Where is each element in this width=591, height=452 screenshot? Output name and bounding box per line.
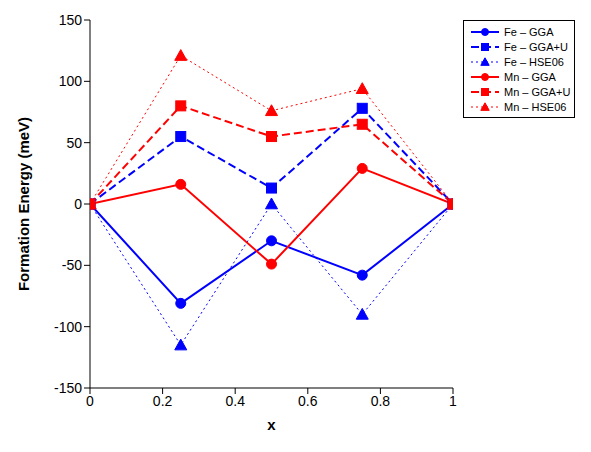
svg-text:0.2: 0.2: [153, 393, 173, 409]
svg-text:100: 100: [59, 73, 83, 89]
html-text:Fe – GGA+U: Fe – GGA+U: [504, 40, 568, 53]
html-text:Mn – GGA+U: Mn – GGA+U: [504, 85, 571, 98]
svg-text:0.4: 0.4: [225, 393, 245, 409]
svg-text:-100: -100: [54, 319, 82, 335]
html-text:Mn – HSE06: Mn – HSE06: [504, 100, 567, 113]
svg-text:0: 0: [86, 393, 94, 409]
html-text:Fe – HSE06: Fe – HSE06: [504, 55, 564, 68]
svg-text:x: x: [267, 416, 276, 433]
svg-text:-50: -50: [62, 257, 82, 273]
svg-text:0.6: 0.6: [298, 393, 318, 409]
svg-text:0.8: 0.8: [371, 393, 391, 409]
svg-text:-150: -150: [54, 380, 82, 396]
svg-text:Formation Energy (meV): Formation Energy (meV): [15, 117, 32, 291]
svg-text:50: 50: [66, 135, 82, 151]
svg-text:0: 0: [74, 196, 82, 212]
html-text:Fe – GGA: Fe – GGA: [504, 25, 554, 38]
svg-text:150: 150: [59, 12, 83, 28]
html-text:Mn – GGA: Mn – GGA: [504, 70, 556, 83]
svg-text:1: 1: [449, 393, 457, 409]
